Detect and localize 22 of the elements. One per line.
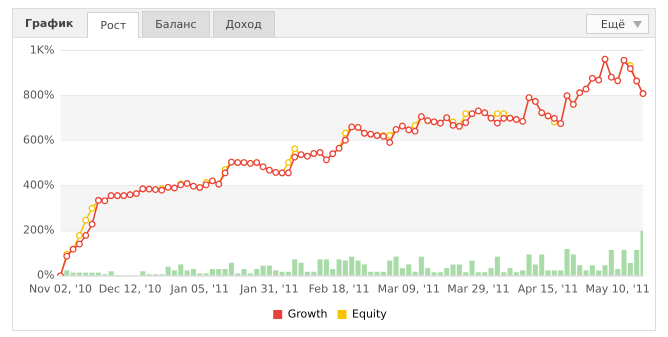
x-tick-label: May 10, '11	[586, 282, 650, 296]
text: Баланс	[142, 11, 210, 37]
x-tick-label: Mar 09, '11	[378, 282, 440, 296]
y-tick-label: 600%	[22, 134, 54, 147]
text: Ещё	[600, 18, 625, 30]
text: Рост	[87, 12, 140, 38]
x-tick-label: Nov 02, '10	[28, 282, 92, 296]
x-tick-label: Jan 31, '11	[239, 282, 299, 296]
y-tick-label: 0%	[36, 268, 54, 282]
x-tick-label: Mar 29, '11	[447, 282, 510, 296]
y-tick-label: 800%	[22, 88, 54, 102]
legend-label: Equity	[352, 307, 388, 320]
y-tick-label: 400%	[22, 178, 54, 192]
x-tick-label: Jan 05, '11	[170, 282, 229, 296]
y-tick-label: 200%	[22, 224, 54, 237]
chart-title: График	[24, 17, 74, 32]
x-tick-label: Feb 18, '11	[308, 282, 370, 296]
x-tick-label: Dec 12, '10	[98, 282, 162, 296]
text: Доход	[212, 11, 275, 37]
x-tick-label: Apr 15, '11	[518, 282, 578, 296]
legend-label: Growth	[288, 307, 328, 320]
y-tick-label: 1K%	[30, 43, 54, 56]
